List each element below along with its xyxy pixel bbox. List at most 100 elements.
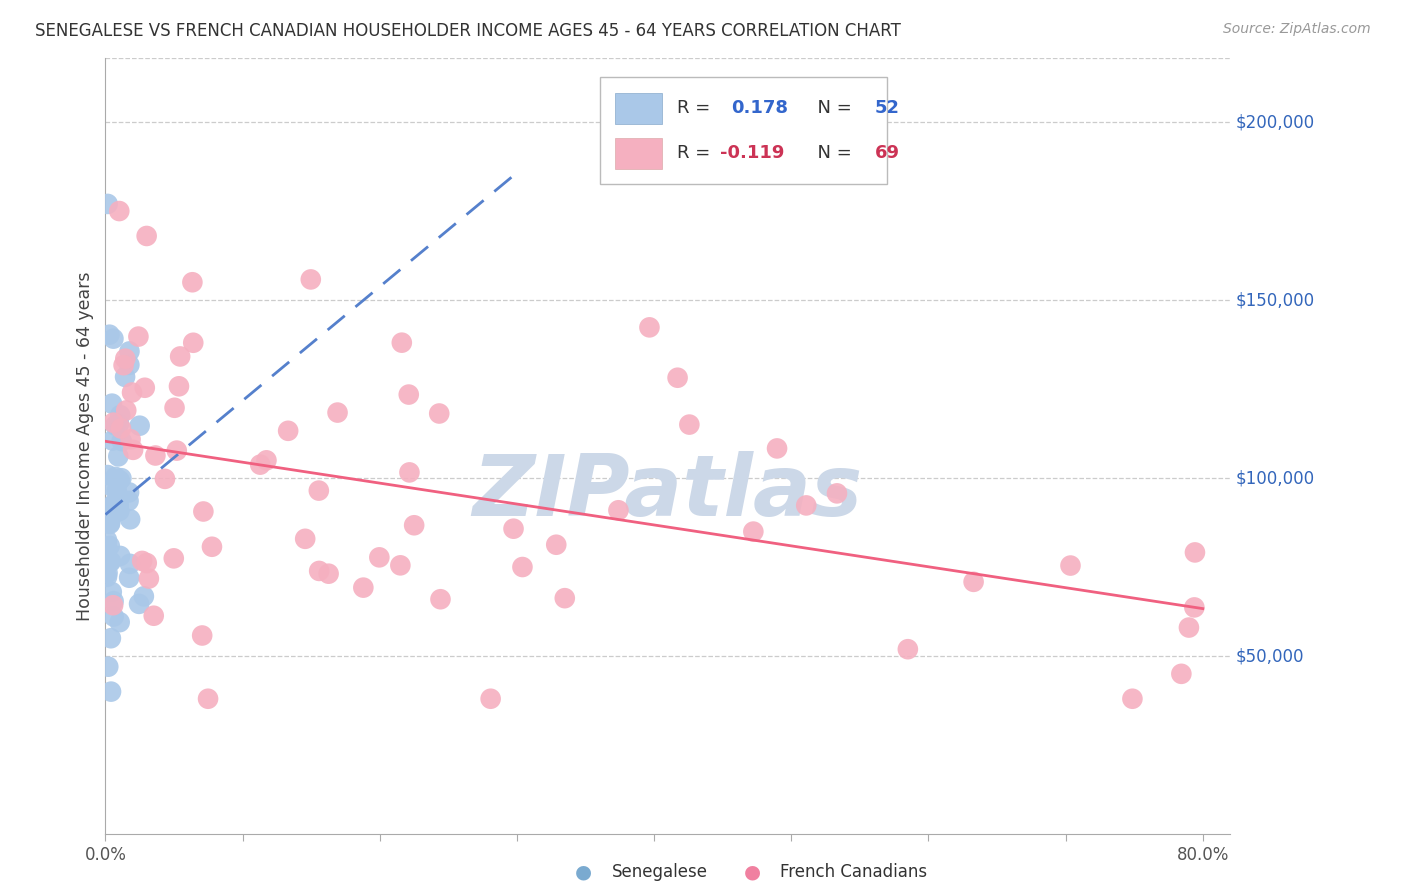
Point [108,417,131,431]
Point [318,566,340,581]
Point [114,370,136,384]
Text: R =: R = [676,145,716,162]
Point [825,486,848,500]
Point [138,572,160,586]
Point [607,503,630,517]
Point [96,540,118,554]
Text: 52: 52 [875,99,900,118]
Point [666,370,689,384]
Point [368,550,391,565]
Point [100,684,122,698]
Y-axis label: Householder Income Ages 45 - 64 years: Householder Income Ages 45 - 64 years [76,271,94,621]
Point [117,494,139,508]
Point [398,466,420,480]
Point [132,590,155,604]
Point [512,560,534,574]
Point [118,344,141,359]
Text: $150,000: $150,000 [1236,291,1315,309]
Point [96,533,118,547]
Point [166,443,188,458]
Point [110,408,132,422]
Point [766,442,789,456]
Point [105,483,128,498]
Point [404,518,426,533]
Point [1121,691,1143,706]
Point [897,642,920,657]
Point [118,571,141,585]
Point [107,498,129,512]
Point [97,468,120,483]
Point [554,591,576,606]
Text: Source: ZipAtlas.com: Source: ZipAtlas.com [1223,22,1371,37]
Point [181,275,204,289]
Point [163,401,186,415]
Point [546,538,568,552]
Point [115,403,138,417]
Bar [614,93,662,124]
Point [114,351,136,366]
Point [201,540,224,554]
Point [101,397,124,411]
Point [135,229,157,244]
Point [326,406,349,420]
Point [104,495,127,509]
Point [502,522,524,536]
Point [121,385,143,400]
Text: N =: N = [806,145,858,162]
Point [479,691,502,706]
Text: 0.178: 0.178 [731,99,787,118]
Point [103,594,125,608]
Point [110,471,132,485]
Point [96,570,118,584]
Point [112,358,135,372]
Point [118,557,141,571]
Point [97,566,120,580]
Point [128,418,150,433]
Point [1059,558,1081,573]
Point [249,458,271,472]
Point [197,691,219,706]
Point [111,434,134,449]
Point [191,628,214,642]
Point [98,539,121,553]
Text: 69: 69 [875,145,900,162]
Point [100,555,122,569]
Point [98,554,121,568]
Point [427,407,450,421]
Point [135,556,157,570]
Point [389,558,412,573]
Point [108,504,131,518]
Point [398,387,420,401]
Point [108,615,131,629]
Point [101,499,124,513]
Point [308,564,330,578]
Text: Senegalese: Senegalese [612,863,707,881]
Point [142,608,165,623]
Point [193,504,215,518]
Point [104,470,127,484]
Point [101,434,124,448]
Point [308,483,330,498]
Point [181,335,204,350]
Point [103,609,125,624]
Text: -0.119: -0.119 [720,145,785,162]
Text: French Canadians: French Canadians [780,863,928,881]
Point [101,501,124,516]
Point [110,421,132,435]
Point [108,204,131,219]
Point [167,379,190,393]
Text: SENEGALESE VS FRENCH CANADIAN HOUSEHOLDER INCOME AGES 45 - 64 YEARS CORRELATION : SENEGALESE VS FRENCH CANADIAN HOUSEHOLDE… [35,22,901,40]
Point [678,417,700,432]
Point [169,350,191,364]
Point [127,329,149,343]
Point [122,442,145,457]
Point [103,416,125,430]
Point [104,418,127,433]
Point [1178,621,1201,635]
Point [352,581,374,595]
Point [108,473,131,487]
Point [98,516,121,530]
Point [277,424,299,438]
Point [742,524,765,539]
Text: ZIPatlas: ZIPatlas [472,451,863,534]
